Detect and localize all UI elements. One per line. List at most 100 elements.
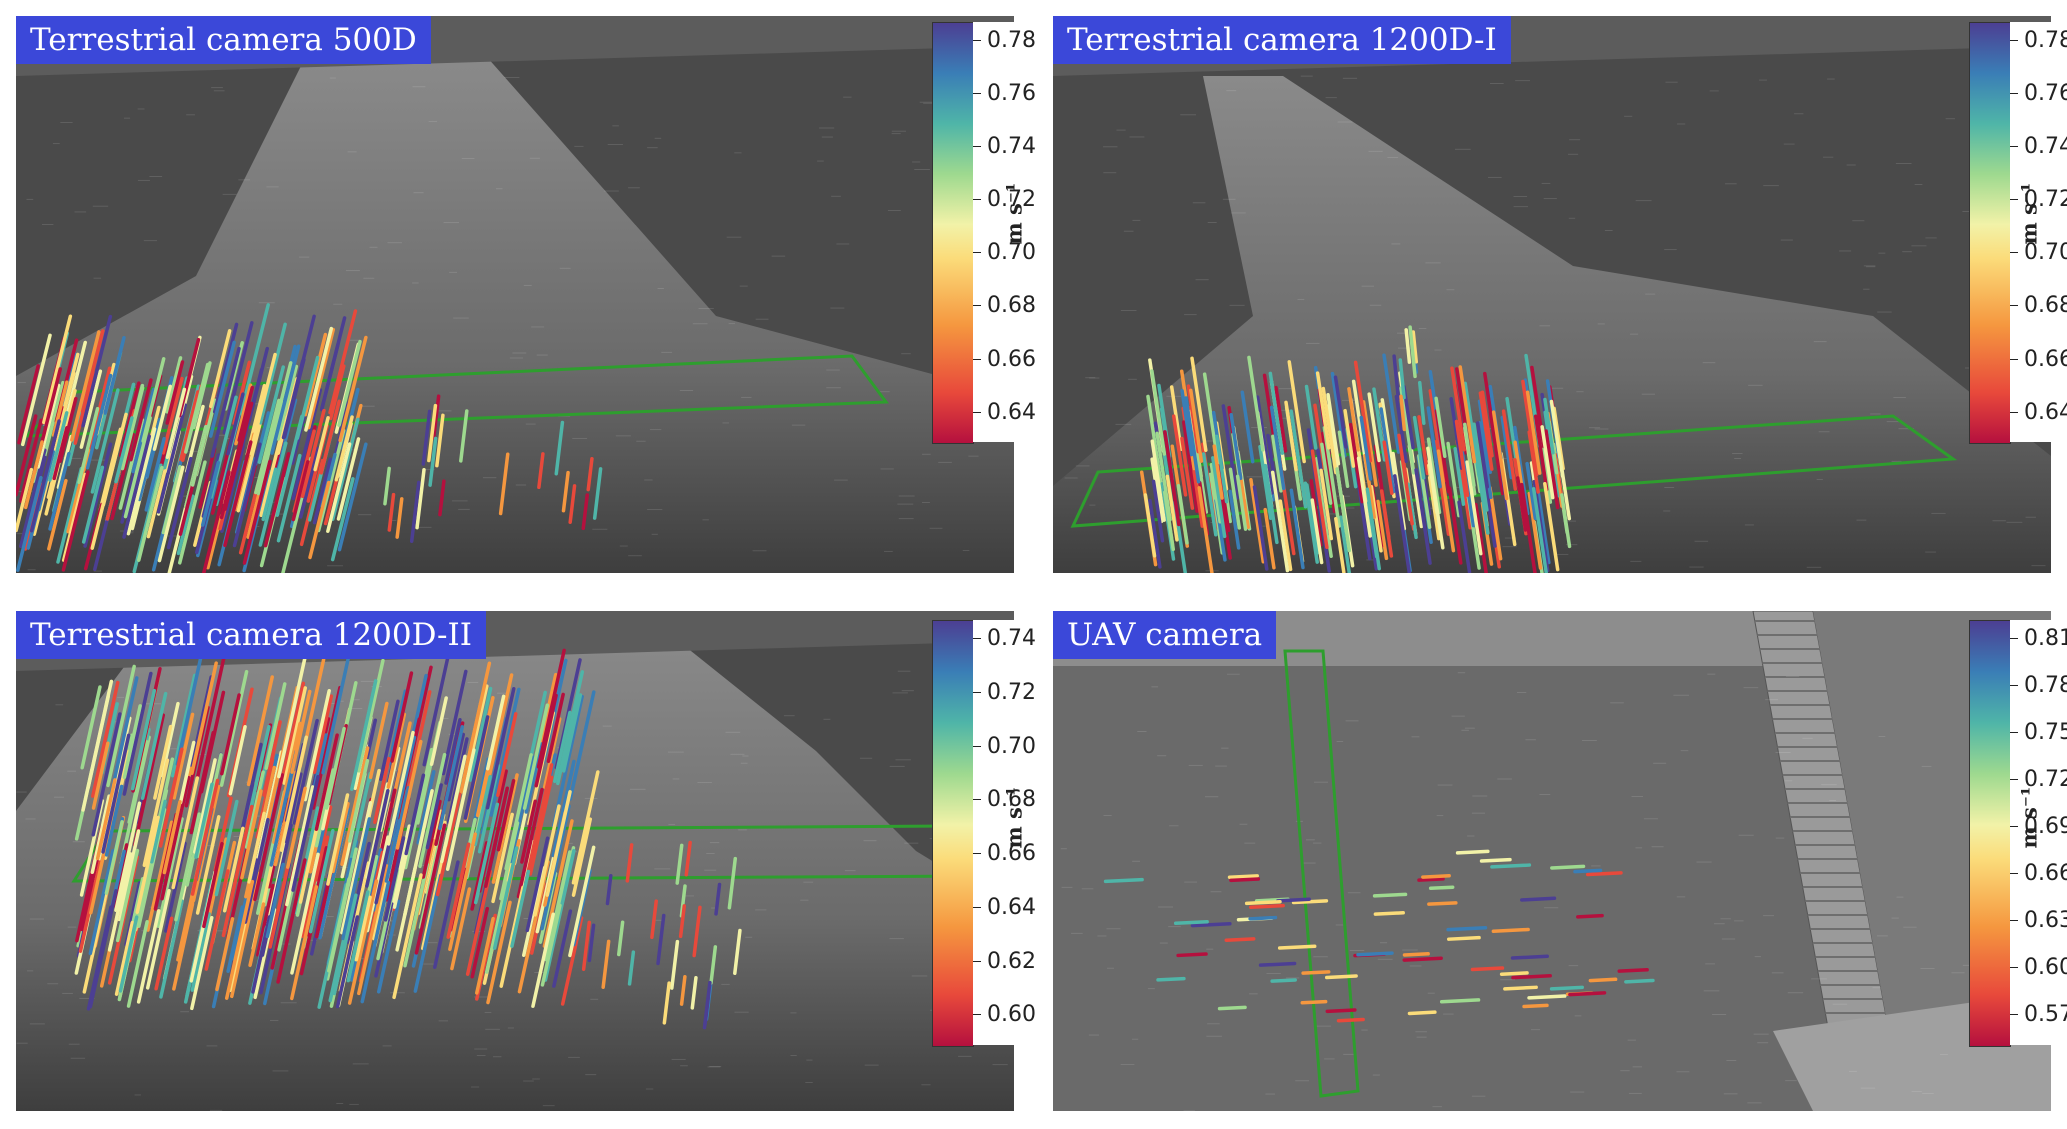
colorbar-tick: 0.60 <box>2010 956 2067 980</box>
colorbar-tick: 0.70 <box>2010 241 2067 265</box>
velocity-vector <box>178 460 207 565</box>
velocity-vector <box>390 671 414 763</box>
tick-mark <box>2010 93 2018 94</box>
tick-label: 0.64 <box>987 894 1036 920</box>
velocity-vector <box>190 778 220 896</box>
velocity-vector <box>243 817 270 924</box>
velocity-vector <box>110 432 135 521</box>
velocity-vector <box>1417 380 1426 425</box>
tick-label: 0.68 <box>2024 293 2067 319</box>
velocity-vector <box>114 920 135 996</box>
velocity-vector <box>1314 457 1333 558</box>
velocity-vector <box>1192 470 1205 528</box>
velocity-vector <box>298 446 320 519</box>
velocity-vector <box>109 676 139 796</box>
velocity-vector <box>1244 899 1282 906</box>
velocity-vector <box>338 335 368 443</box>
velocity-vector <box>525 836 550 933</box>
velocity-vector <box>1382 440 1394 495</box>
velocity-vector <box>1453 447 1466 506</box>
velocity-vector <box>403 789 434 917</box>
velocity-vector <box>534 693 558 788</box>
colorbar-tick: 0.64 <box>973 894 1061 920</box>
tick-label: 0.70 <box>987 733 1036 759</box>
velocity-vector <box>421 799 442 879</box>
velocity-vector <box>1217 1005 1247 1011</box>
tick-mark <box>973 39 981 41</box>
velocity-vector <box>1408 325 1417 379</box>
velocity-vector <box>91 680 120 798</box>
velocity-vector <box>1310 449 1329 550</box>
velocity-vector <box>348 758 370 843</box>
velocity-vector <box>1319 468 1334 541</box>
velocity-vector <box>340 746 370 867</box>
tick-mark <box>2010 252 2018 254</box>
velocity-vector <box>1240 390 1255 464</box>
photo-scene <box>16 16 1014 573</box>
velocity-vector <box>1382 353 1401 454</box>
velocity-vector <box>1315 371 1331 450</box>
velocity-vector <box>1531 487 1549 573</box>
velocity-vector <box>1143 493 1157 558</box>
colorbar-tick: 0.64 <box>973 399 1061 425</box>
velocity-vector <box>709 945 718 985</box>
velocity-vector <box>568 484 577 524</box>
velocity-vector <box>215 917 235 992</box>
velocity-vector <box>281 359 305 440</box>
velocity-vector <box>571 817 593 897</box>
velocity-vector <box>308 480 331 560</box>
velocity-vector <box>1515 476 1528 532</box>
velocity-vector <box>354 895 372 962</box>
velocity-vector <box>586 457 594 492</box>
colorbar-unit-label: m s⁻¹ <box>1001 182 1027 245</box>
tick-label: 0.64 <box>987 399 1036 425</box>
velocity-vector <box>1248 915 1278 921</box>
velocity-vector <box>81 465 105 544</box>
velocity-vector <box>165 356 183 414</box>
velocity-vector <box>101 733 131 854</box>
velocity-vector <box>1227 874 1259 879</box>
velocity-vector <box>1291 899 1329 905</box>
velocity-vector <box>491 812 514 904</box>
velocity-vector <box>1162 490 1176 552</box>
velocity-vector <box>104 820 124 895</box>
velocity-vector <box>178 740 196 805</box>
velocity-vector <box>448 832 477 952</box>
velocity-vector <box>164 841 187 933</box>
velocity-vector <box>220 693 241 776</box>
tick-mark <box>973 960 981 962</box>
velocity-vector <box>1228 467 1242 530</box>
velocity-vector <box>1339 515 1352 573</box>
velocity-vector <box>1402 952 1430 957</box>
velocity-vector <box>656 913 666 966</box>
velocity-vector <box>222 321 254 435</box>
velocity-vector <box>540 804 571 931</box>
velocity-vector <box>291 774 320 892</box>
velocity-vector <box>1150 439 1166 522</box>
velocity-vector <box>104 784 124 857</box>
velocity-vector <box>473 774 492 847</box>
velocity-vector <box>373 756 391 825</box>
roi-polygon <box>1070 414 1958 528</box>
velocity-vector <box>118 381 141 458</box>
velocity-vector <box>1457 500 1472 573</box>
velocity-vector <box>90 388 120 494</box>
velocity-vector <box>334 415 354 482</box>
velocity-vector <box>427 403 438 463</box>
colorbar-tick: 0.81 <box>2010 627 2067 651</box>
velocity-vector <box>193 758 217 854</box>
velocity-vector <box>81 679 114 812</box>
velocity-vector <box>236 407 266 513</box>
velocity-vector <box>450 887 472 971</box>
velocity-vector <box>383 466 391 506</box>
velocity-vector <box>483 786 510 888</box>
velocity-vector <box>190 912 211 992</box>
velocity-vector <box>214 799 239 897</box>
velocity-vector <box>431 394 441 440</box>
velocity-vector <box>435 413 445 468</box>
tick-mark <box>973 252 981 254</box>
velocity-vector <box>499 821 520 901</box>
tick-label: 0.70 <box>987 240 1036 266</box>
velocity-vector <box>279 681 306 785</box>
velocity-vector <box>204 869 230 971</box>
